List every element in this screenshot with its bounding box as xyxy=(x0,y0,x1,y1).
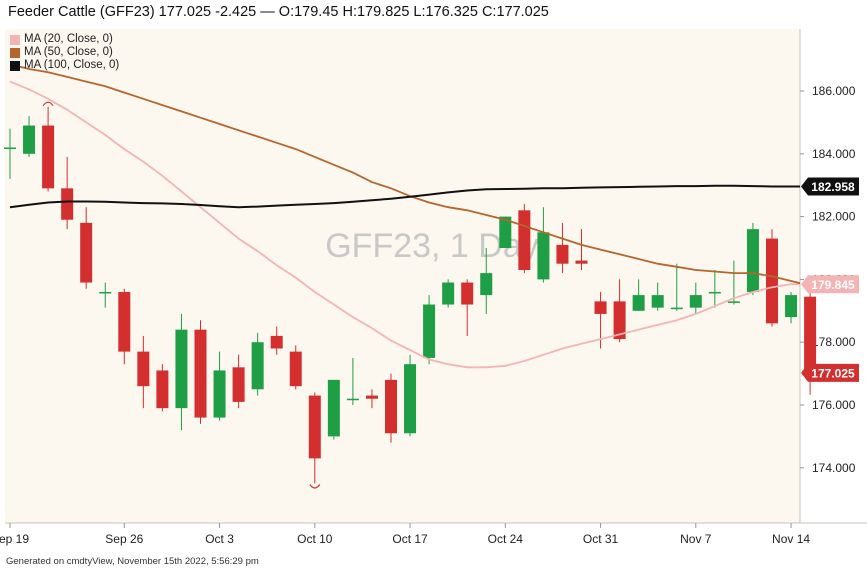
candle-up xyxy=(404,364,417,434)
candle-down xyxy=(80,222,93,283)
ma100-line xyxy=(9,184,800,209)
candle-up xyxy=(327,379,340,437)
x-tick-label: Sep 26 xyxy=(105,532,143,546)
price-label-2: 177.025 xyxy=(801,363,859,382)
candle-up xyxy=(175,329,188,409)
legend-label-ma20: MA (20, Close, 0) xyxy=(24,33,113,45)
candles-group xyxy=(4,106,817,484)
candle-down xyxy=(308,395,321,459)
candle-down xyxy=(232,367,245,402)
candle-down xyxy=(575,260,588,264)
candle-up xyxy=(708,291,721,294)
y-tick-label: 182.000 xyxy=(812,210,856,224)
y-tick-label: 174.000 xyxy=(812,461,856,475)
chart-title: Feeder Cattle (GFF23) 177.025 -2.425 — O… xyxy=(8,4,549,20)
x-tick-label: Oct 17 xyxy=(392,532,428,546)
price-label-bg xyxy=(801,363,859,382)
high-marker xyxy=(42,101,54,107)
legend-item-ma100[interactable]: MA (100, Close, 0) xyxy=(10,59,119,72)
x-tick-label: Sep 19 xyxy=(0,532,29,546)
candle-up xyxy=(689,295,702,308)
candle-down xyxy=(156,370,169,409)
price-label-text: 179.845 xyxy=(811,278,855,292)
x-tick-label: Oct 24 xyxy=(488,532,524,546)
candle-down xyxy=(289,351,302,387)
ma20-line xyxy=(9,80,800,369)
y-tick-label: 184.000 xyxy=(812,147,856,161)
price-label-text: 177.025 xyxy=(811,366,855,380)
candle-up xyxy=(4,147,16,150)
x-tick-label: Oct 3 xyxy=(205,532,234,546)
price-label-0: 182.958 xyxy=(801,177,859,196)
legend-swatch-ma20 xyxy=(10,34,20,45)
candle-up xyxy=(651,295,664,308)
candle-down xyxy=(61,188,74,220)
price-label-bg xyxy=(801,275,859,294)
x-tick-label: Nov 7 xyxy=(680,532,712,546)
candle-down xyxy=(118,291,131,352)
price-label-bg xyxy=(801,177,859,196)
price-label-1: 179.845 xyxy=(801,275,859,294)
x-tick-label: Nov 14 xyxy=(772,532,810,546)
candle-up xyxy=(213,370,226,418)
candle-up xyxy=(99,291,112,294)
candle-up xyxy=(670,307,683,310)
candle-down xyxy=(137,351,150,387)
x-tick-label: Oct 31 xyxy=(583,532,619,546)
legend: MA (20, Close, 0) MA (50, Close, 0) MA (… xyxy=(10,33,119,72)
candle-down xyxy=(518,210,531,270)
legend-swatch-ma50 xyxy=(10,47,20,58)
y-tick-label: 176.000 xyxy=(812,398,856,412)
candle-down xyxy=(194,329,207,418)
legend-label-ma50: MA (50, Close, 0) xyxy=(24,46,113,58)
y-tick-label: 178.000 xyxy=(812,335,856,349)
candle-down xyxy=(385,379,397,434)
candle-up xyxy=(499,216,512,248)
candle-down xyxy=(365,395,378,399)
candle-down xyxy=(766,238,778,324)
candle-up xyxy=(346,398,359,401)
candle-down xyxy=(556,244,569,264)
y-tick-label: 186.000 xyxy=(812,84,856,98)
candle-down xyxy=(594,301,607,314)
candle-down xyxy=(804,296,817,373)
candle-up xyxy=(442,282,455,305)
candle-down xyxy=(613,301,626,340)
legend-item-ma20[interactable]: MA (20, Close, 0) xyxy=(10,33,119,46)
candle-up xyxy=(23,125,36,154)
candle-up xyxy=(251,342,264,390)
low-marker xyxy=(309,484,321,489)
candle-up xyxy=(727,301,740,303)
plot-area[interactable] xyxy=(5,29,800,523)
candle-up xyxy=(480,273,493,296)
candle-up xyxy=(746,229,759,292)
candle-up xyxy=(632,295,645,311)
candle-down xyxy=(270,335,283,349)
price-label-text: 182.958 xyxy=(811,180,855,194)
legend-swatch-ma100 xyxy=(10,60,20,71)
legend-item-ma50[interactable]: MA (50, Close, 0) xyxy=(10,46,119,59)
candle-down xyxy=(461,282,474,305)
candle-up xyxy=(537,232,550,280)
candle-down xyxy=(42,125,55,189)
legend-label-ma100: MA (100, Close, 0) xyxy=(24,59,120,71)
x-tick-label: Oct 10 xyxy=(297,532,333,546)
candle-up xyxy=(423,304,436,358)
generated-footer: Generated on cmdtyView, November 15th 20… xyxy=(6,556,259,567)
candle-up xyxy=(785,295,798,318)
